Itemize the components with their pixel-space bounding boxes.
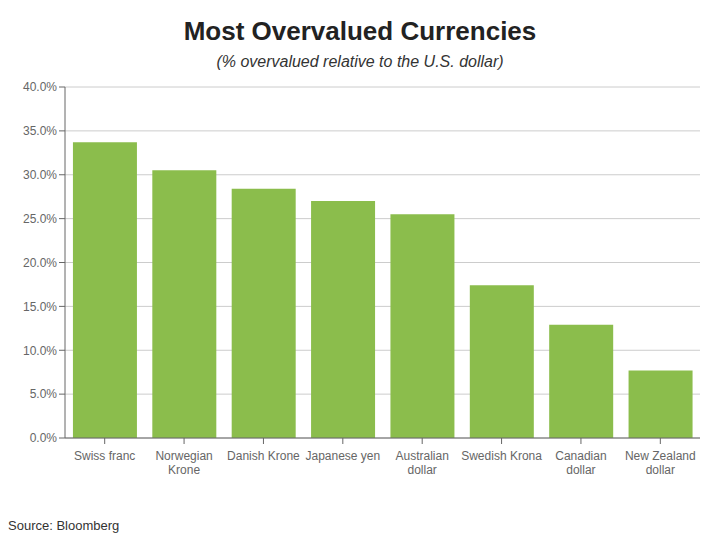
svg-text:10.0%: 10.0% bbox=[23, 344, 57, 358]
svg-text:Australiandollar: Australiandollar bbox=[396, 449, 449, 477]
html-text:Source: Bloomberg: Source: Bloomberg bbox=[8, 518, 120, 533]
html-text:Most Overvalued Currencies: Most Overvalued Currencies bbox=[183, 16, 537, 46]
svg-text:25.0%: 25.0% bbox=[23, 212, 57, 226]
svg-text:Danish Krone: Danish Krone bbox=[227, 449, 300, 463]
html-text:(% overvalued relative to the: (% overvalued relative to the U.S. dolla… bbox=[216, 53, 504, 70]
svg-text:20.0%: 20.0% bbox=[23, 256, 57, 270]
svg-text:New Zealanddollar: New Zealanddollar bbox=[625, 449, 696, 477]
svg-text:Swedish Krona: Swedish Krona bbox=[461, 449, 542, 463]
svg-text:Swiss franc: Swiss franc bbox=[74, 449, 135, 463]
svg-text:35.0%: 35.0% bbox=[23, 124, 57, 138]
svg-text:Japanese yen: Japanese yen bbox=[305, 449, 380, 463]
svg-text:5.0%: 5.0% bbox=[30, 387, 58, 401]
svg-text:40.0%: 40.0% bbox=[23, 80, 57, 94]
svg-text:Canadiandollar: Canadiandollar bbox=[555, 449, 606, 477]
svg-text:30.0%: 30.0% bbox=[23, 168, 57, 182]
svg-text:0.0%: 0.0% bbox=[30, 431, 58, 445]
svg-text:NorwegianKrone: NorwegianKrone bbox=[155, 449, 212, 477]
svg-text:15.0%: 15.0% bbox=[23, 300, 57, 314]
